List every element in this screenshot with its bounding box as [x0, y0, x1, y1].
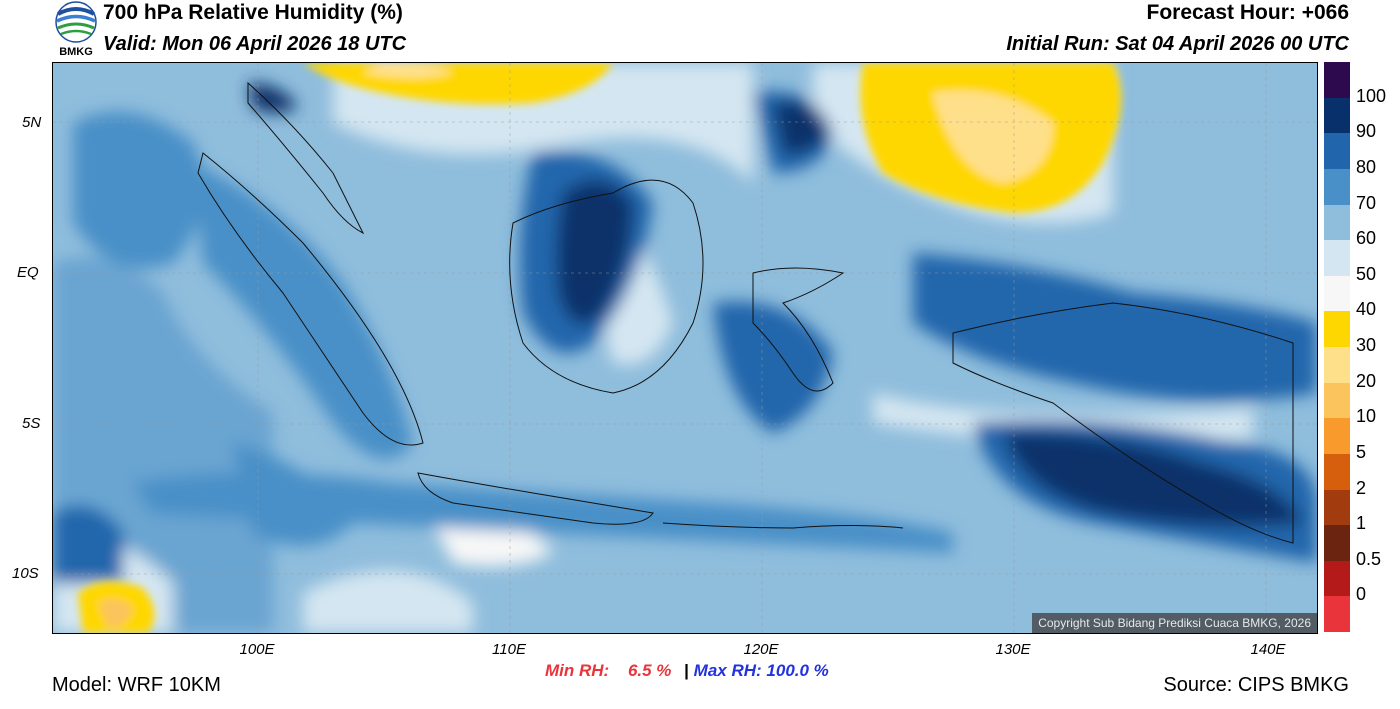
lesser-sunda-outline [662, 522, 904, 529]
colorbar-label: 1 [1356, 513, 1367, 534]
chart-title: 700 hPa Relative Humidity (%) [103, 1, 403, 24]
lon-label-130e: 130E [995, 641, 1031, 658]
colorbar-segment [1324, 489, 1350, 526]
lat-label-5n: 5N [22, 114, 42, 131]
colorbar-segment [1324, 168, 1350, 205]
java-outline [417, 472, 654, 525]
colorbar-segment [1324, 525, 1350, 562]
lon-label-110e: 110E [492, 641, 526, 658]
colorbar-segment [1324, 133, 1350, 170]
lat-label-10s: 10S [12, 565, 39, 582]
lon-label-140e: 140E [1250, 641, 1286, 658]
stats-separator: | [684, 661, 689, 680]
rh-stats: Min RH: 6.5 % | Max RH: 100.0 % [545, 661, 829, 681]
colorbar-segment [1324, 560, 1350, 597]
graticule [53, 63, 1317, 633]
humidity-map: Copyright Sub Bidang Prediksi Cuaca BMKG… [52, 62, 1318, 634]
sulawesi-outline [752, 267, 845, 392]
colorbar-label: 60 [1356, 228, 1377, 249]
colorbar-segment [1324, 97, 1350, 134]
min-rh-label: Min RH: [545, 661, 610, 680]
colorbar-label: 20 [1356, 370, 1377, 391]
colorbar-label: 70 [1356, 192, 1377, 213]
coastlines [197, 81, 1294, 544]
colorbar-segment [1324, 204, 1350, 241]
kalimantan-outline [509, 179, 704, 394]
lon-label-100e: 100E [239, 641, 275, 658]
colorbar-segment [1324, 596, 1350, 633]
copyright-notice: Copyright Sub Bidang Prediksi Cuaca BMKG… [1032, 613, 1317, 633]
sumatra-outline [197, 152, 424, 446]
colorbar-segment [1324, 311, 1350, 348]
lon-label-120e: 120E [743, 641, 779, 658]
lat-label-5s: 5S [22, 415, 41, 432]
colorbar-segment [1324, 453, 1350, 490]
colorbar-segment [1324, 418, 1350, 455]
model-name: Model: WRF 10KM [52, 674, 221, 696]
max-rh-label: Max RH: [693, 661, 762, 680]
colorbar-label: 80 [1356, 156, 1377, 177]
colorbar-label: 40 [1356, 299, 1377, 320]
valid-time: Valid: Mon 06 April 2026 18 UTC [103, 33, 407, 55]
data-source: Source: CIPS BMKG [1163, 674, 1349, 696]
lat-label-eq: EQ [17, 264, 39, 281]
min-rh-value: 6.5 % [627, 661, 672, 680]
colorbar [1324, 62, 1350, 633]
colorbar-label: 0 [1356, 584, 1367, 605]
dry-regions [78, 63, 1121, 633]
colorbar-segment [1324, 240, 1350, 277]
max-rh-value: 100.0 % [766, 661, 829, 680]
colorbar-label: 0.5 [1356, 548, 1382, 569]
colorbar-label: 2 [1356, 477, 1367, 498]
colorbar-segment [1324, 62, 1350, 98]
colorbar-label: 90 [1356, 121, 1377, 142]
initial-run: Initial Run: Sat 04 April 2026 00 UTC [1006, 33, 1349, 55]
colorbar-segment [1324, 275, 1350, 312]
colorbar-label: 50 [1356, 263, 1377, 284]
colorbar-label: 100 [1356, 85, 1387, 106]
forecast-hour: Forecast Hour: +066 [1146, 1, 1350, 24]
colorbar-segment [1324, 382, 1350, 419]
colorbar-label: 10 [1356, 406, 1377, 427]
colorbar-label: 30 [1356, 335, 1377, 355]
papua-outline [952, 302, 1294, 544]
colorbar-label: 5 [1356, 441, 1367, 462]
colorbar-segment [1324, 347, 1350, 383]
bmkg-logo [52, 0, 100, 60]
logo-text: BMKG [59, 46, 93, 58]
malay-peninsula-outline [247, 81, 365, 235]
